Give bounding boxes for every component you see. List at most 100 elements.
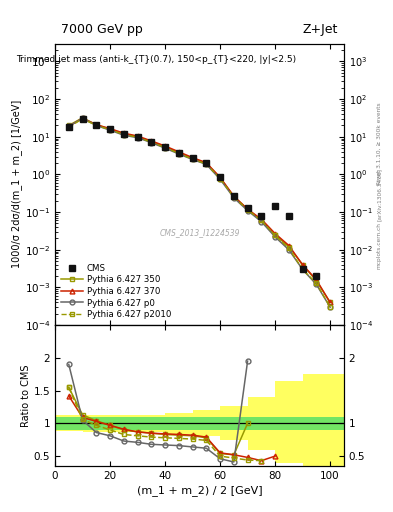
Text: Rivet 3.1.10, ≥ 300k events: Rivet 3.1.10, ≥ 300k events	[377, 102, 382, 185]
Pythia 6.427 p2010	[204, 161, 209, 167]
Pythia 6.427 p2010	[149, 139, 154, 145]
Pythia 6.427 370	[218, 174, 222, 180]
Pythia 6.427 370	[245, 206, 250, 212]
Pythia 6.427 p0	[66, 123, 71, 130]
Pythia 6.427 350	[108, 126, 112, 132]
Pythia 6.427 p0	[163, 145, 167, 151]
Pythia 6.427 350	[80, 115, 85, 121]
Pythia 6.427 370	[108, 125, 112, 132]
Pythia 6.427 p2010	[121, 132, 126, 138]
Pythia 6.427 350	[286, 244, 291, 250]
CMS	[149, 138, 154, 144]
Pythia 6.427 p2010	[300, 266, 305, 272]
CMS	[135, 134, 140, 140]
CMS	[245, 205, 250, 211]
Pythia 6.427 p2010	[190, 156, 195, 162]
Pythia 6.427 370	[314, 276, 319, 283]
Pythia 6.427 370	[273, 230, 277, 237]
Pythia 6.427 350	[259, 218, 264, 224]
Pythia 6.427 350	[121, 131, 126, 137]
Line: Pythia 6.427 370: Pythia 6.427 370	[66, 116, 332, 305]
Pythia 6.427 370	[80, 115, 85, 121]
CMS	[273, 202, 277, 208]
Pythia 6.427 350	[94, 122, 99, 128]
Pythia 6.427 370	[190, 155, 195, 161]
Pythia 6.427 370	[231, 193, 236, 199]
Pythia 6.427 p0	[231, 195, 236, 201]
Text: CMS_2013_I1224539: CMS_2013_I1224539	[159, 228, 240, 237]
Pythia 6.427 p2010	[176, 151, 181, 157]
Pythia 6.427 p2010	[218, 176, 222, 182]
CMS	[286, 212, 291, 219]
Pythia 6.427 p2010	[108, 126, 112, 133]
Text: Z+Jet: Z+Jet	[303, 24, 338, 36]
Pythia 6.427 350	[176, 150, 181, 156]
Line: Pythia 6.427 p0: Pythia 6.427 p0	[66, 116, 332, 310]
Text: mcplots.cern.ch: mcplots.cern.ch	[377, 222, 382, 269]
CMS	[94, 122, 99, 129]
Pythia 6.427 p2010	[273, 232, 277, 239]
Pythia 6.427 350	[245, 206, 250, 212]
Y-axis label: 1000/σ 2dσ/d(m_1 + m_2) [1/GeV]: 1000/σ 2dσ/d(m_1 + m_2) [1/GeV]	[11, 100, 22, 268]
Pythia 6.427 p2010	[245, 207, 250, 213]
Pythia 6.427 p0	[108, 127, 112, 133]
Pythia 6.427 350	[231, 194, 236, 200]
Pythia 6.427 370	[300, 262, 305, 268]
Pythia 6.427 p0	[94, 122, 99, 129]
CMS	[176, 150, 181, 156]
Y-axis label: Ratio to CMS: Ratio to CMS	[21, 364, 31, 427]
Pythia 6.427 350	[273, 232, 277, 238]
Pythia 6.427 350	[314, 278, 319, 284]
Pythia 6.427 p2010	[259, 218, 264, 224]
Pythia 6.427 370	[121, 130, 126, 136]
Pythia 6.427 p2010	[163, 144, 167, 151]
Legend: CMS, Pythia 6.427 350, Pythia 6.427 370, Pythia 6.427 p0, Pythia 6.427 p2010: CMS, Pythia 6.427 350, Pythia 6.427 370,…	[59, 262, 173, 321]
Pythia 6.427 350	[163, 143, 167, 150]
Pythia 6.427 p2010	[231, 194, 236, 200]
Pythia 6.427 370	[286, 243, 291, 249]
Pythia 6.427 370	[66, 123, 71, 130]
Pythia 6.427 p0	[190, 156, 195, 162]
Pythia 6.427 p2010	[328, 304, 332, 310]
Pythia 6.427 370	[163, 143, 167, 149]
Pythia 6.427 p0	[286, 247, 291, 253]
Pythia 6.427 p0	[80, 115, 85, 121]
Text: [arXiv:1306.3436]: [arXiv:1306.3436]	[377, 168, 382, 221]
Pythia 6.427 p2010	[135, 134, 140, 140]
Pythia 6.427 p0	[135, 135, 140, 141]
Pythia 6.427 370	[328, 300, 332, 306]
Line: CMS: CMS	[66, 116, 320, 279]
CMS	[163, 143, 167, 150]
X-axis label: (m_1 + m_2) / 2 [GeV]: (m_1 + m_2) / 2 [GeV]	[137, 485, 262, 496]
Pythia 6.427 350	[218, 175, 222, 181]
CMS	[190, 155, 195, 161]
Pythia 6.427 p0	[218, 176, 222, 182]
Text: Trimmed jet mass (anti-k_{T}(0.7), 150<p_{T}<220, |y|<2.5): Trimmed jet mass (anti-k_{T}(0.7), 150<p…	[16, 55, 296, 64]
CMS	[204, 160, 209, 166]
Pythia 6.427 370	[204, 160, 209, 166]
Pythia 6.427 p2010	[80, 116, 85, 122]
Pythia 6.427 350	[66, 122, 71, 129]
Pythia 6.427 350	[190, 155, 195, 161]
CMS	[121, 131, 126, 137]
Pythia 6.427 p0	[328, 304, 332, 310]
CMS	[231, 193, 236, 199]
Line: Pythia 6.427 p2010: Pythia 6.427 p2010	[66, 116, 332, 310]
Pythia 6.427 350	[300, 262, 305, 268]
Pythia 6.427 350	[149, 138, 154, 144]
Pythia 6.427 p0	[314, 282, 319, 288]
Pythia 6.427 p0	[121, 132, 126, 138]
Pythia 6.427 370	[259, 216, 264, 222]
CMS	[66, 124, 71, 130]
Line: Pythia 6.427 350: Pythia 6.427 350	[66, 115, 332, 305]
Pythia 6.427 p0	[273, 234, 277, 240]
Pythia 6.427 p0	[259, 219, 264, 225]
Pythia 6.427 p0	[149, 140, 154, 146]
Text: 7000 GeV pp: 7000 GeV pp	[61, 24, 143, 36]
CMS	[80, 116, 85, 122]
Pythia 6.427 p0	[300, 266, 305, 272]
Pythia 6.427 p0	[176, 151, 181, 157]
CMS	[259, 212, 264, 219]
Pythia 6.427 p0	[204, 161, 209, 167]
CMS	[300, 266, 305, 272]
